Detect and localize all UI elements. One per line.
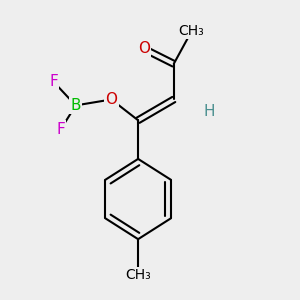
Text: F: F [56, 122, 65, 137]
Text: B: B [70, 98, 81, 113]
Text: H: H [204, 104, 215, 119]
Text: CH₃: CH₃ [125, 268, 151, 282]
Text: O: O [138, 41, 150, 56]
Text: F: F [49, 74, 58, 89]
Text: O: O [105, 92, 117, 107]
Text: CH₃: CH₃ [179, 24, 205, 38]
